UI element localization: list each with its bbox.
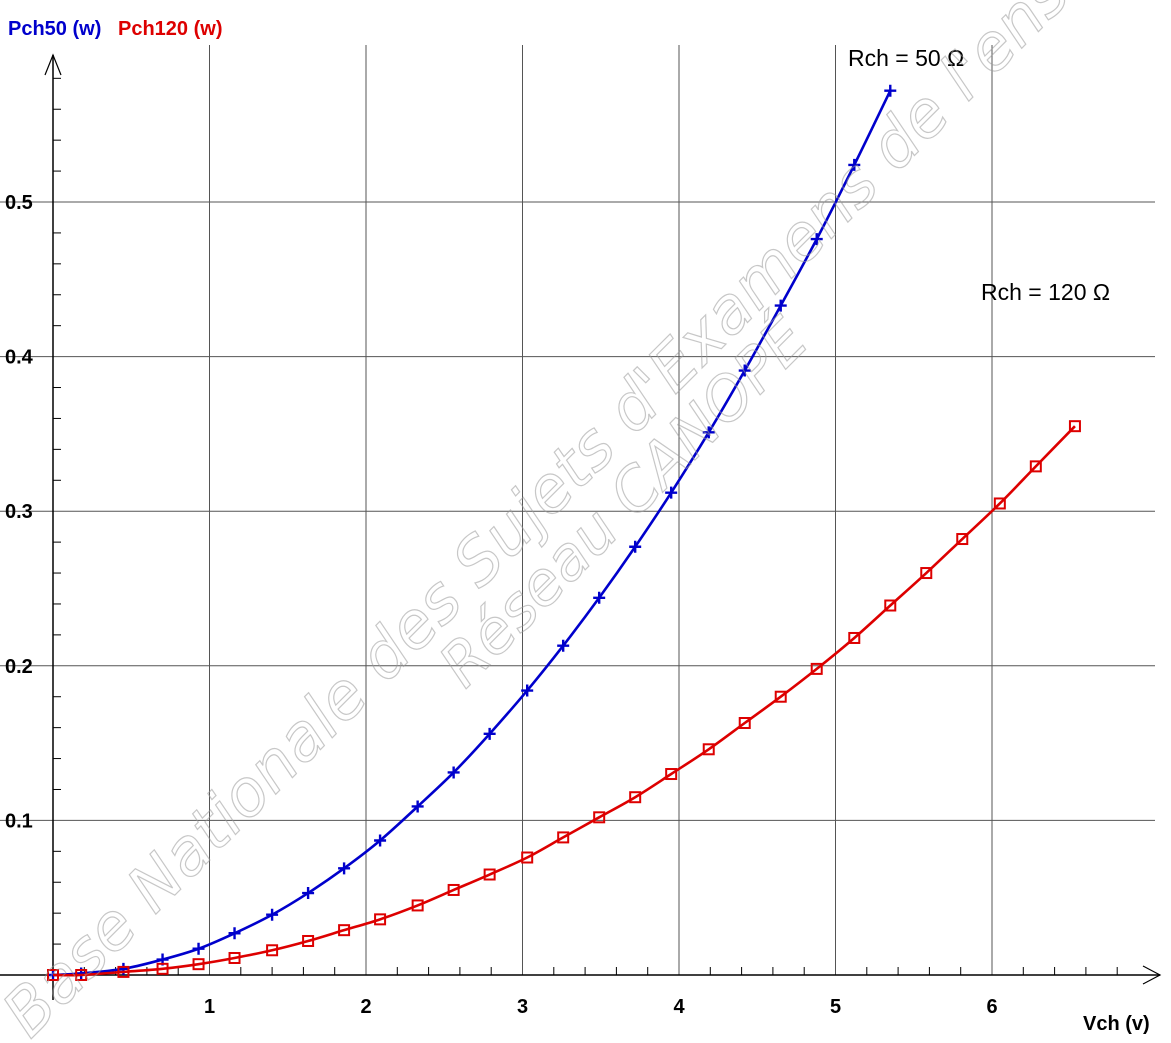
- data-point: [447, 883, 460, 896]
- data-point: [738, 717, 751, 730]
- x-tick-label: 6: [986, 996, 997, 1018]
- data-point: [884, 84, 897, 97]
- data-point: [483, 727, 496, 740]
- data-point: [810, 233, 823, 246]
- data-point: [338, 862, 351, 875]
- x-axis-title: Vch (v): [1083, 1013, 1150, 1035]
- data-point: [266, 908, 279, 921]
- x-axis-arrow: [1142, 965, 1162, 985]
- data-point: [665, 486, 678, 499]
- data-point: [374, 913, 387, 926]
- data-point: [557, 831, 570, 844]
- data-point: [47, 969, 59, 981]
- data-point: [593, 591, 606, 604]
- data-point: [447, 766, 460, 779]
- data-point: [156, 962, 169, 975]
- data-point: [1068, 420, 1081, 433]
- x-tick-label: 2: [360, 996, 371, 1018]
- data-point: [884, 599, 897, 612]
- series-layer: [47, 84, 1081, 981]
- annotation-rch-50: Rch = 50 Ω: [848, 45, 964, 71]
- y-tick-label: 0.3: [5, 501, 33, 523]
- data-point: [848, 631, 861, 644]
- x-tick-label: 5: [830, 996, 841, 1018]
- data-point: [774, 690, 787, 703]
- series-line-2: [52, 425, 1076, 977]
- y-tick-label: 0.5: [5, 192, 33, 214]
- data-point: [117, 965, 130, 978]
- x-tick-label: 1: [204, 996, 215, 1018]
- y-axis-title-series-1: Pch50 (w): [8, 18, 101, 40]
- y-axis-arrow: [44, 53, 62, 76]
- data-point: [920, 567, 933, 580]
- data-point: [810, 662, 823, 675]
- data-point: [521, 684, 534, 697]
- data-point: [228, 927, 241, 940]
- data-point: [848, 158, 861, 171]
- data-point: [228, 951, 241, 964]
- data-point: [593, 811, 606, 824]
- data-point: [266, 944, 279, 957]
- data-point: [738, 364, 751, 377]
- watermark-line-2: Réseau CANOPÉ: [425, 303, 822, 700]
- y-tick-label: 0.1: [5, 810, 33, 832]
- x-tick-label: 4: [673, 996, 685, 1018]
- y-axis-title-series-2: Pch120 (w): [118, 18, 222, 40]
- data-point: [302, 887, 315, 900]
- data-point: [374, 834, 387, 847]
- data-point: [702, 743, 715, 756]
- data-point: [411, 899, 424, 912]
- data-point: [338, 924, 351, 937]
- y-tick-label: 0.4: [5, 347, 34, 369]
- data-point: [1029, 460, 1042, 473]
- x-tick-labels: 1 2 3 4 5 6: [204, 996, 998, 1018]
- data-point: [192, 958, 205, 971]
- data-point: [774, 299, 787, 312]
- data-point: [411, 800, 424, 813]
- x-tick-label: 3: [517, 996, 528, 1018]
- axes: [0, 53, 1162, 1000]
- data-point: [702, 426, 715, 439]
- data-point: [75, 969, 88, 981]
- data-point: [993, 497, 1006, 510]
- y-tick-labels: 0.1 0.2 0.3 0.4 0.5: [5, 192, 34, 832]
- data-point: [302, 934, 315, 947]
- data-point: [483, 868, 496, 881]
- data-point: [629, 791, 642, 804]
- series-2: [47, 420, 1081, 981]
- y-tick-label: 0.2: [5, 656, 33, 678]
- data-point: [192, 942, 205, 955]
- data-point: [557, 639, 570, 652]
- annotation-rch-120: Rch = 120 Ω: [981, 279, 1110, 305]
- data-point: [521, 851, 534, 864]
- data-point: [629, 540, 642, 553]
- data-point: [665, 768, 678, 781]
- data-point: [956, 533, 969, 546]
